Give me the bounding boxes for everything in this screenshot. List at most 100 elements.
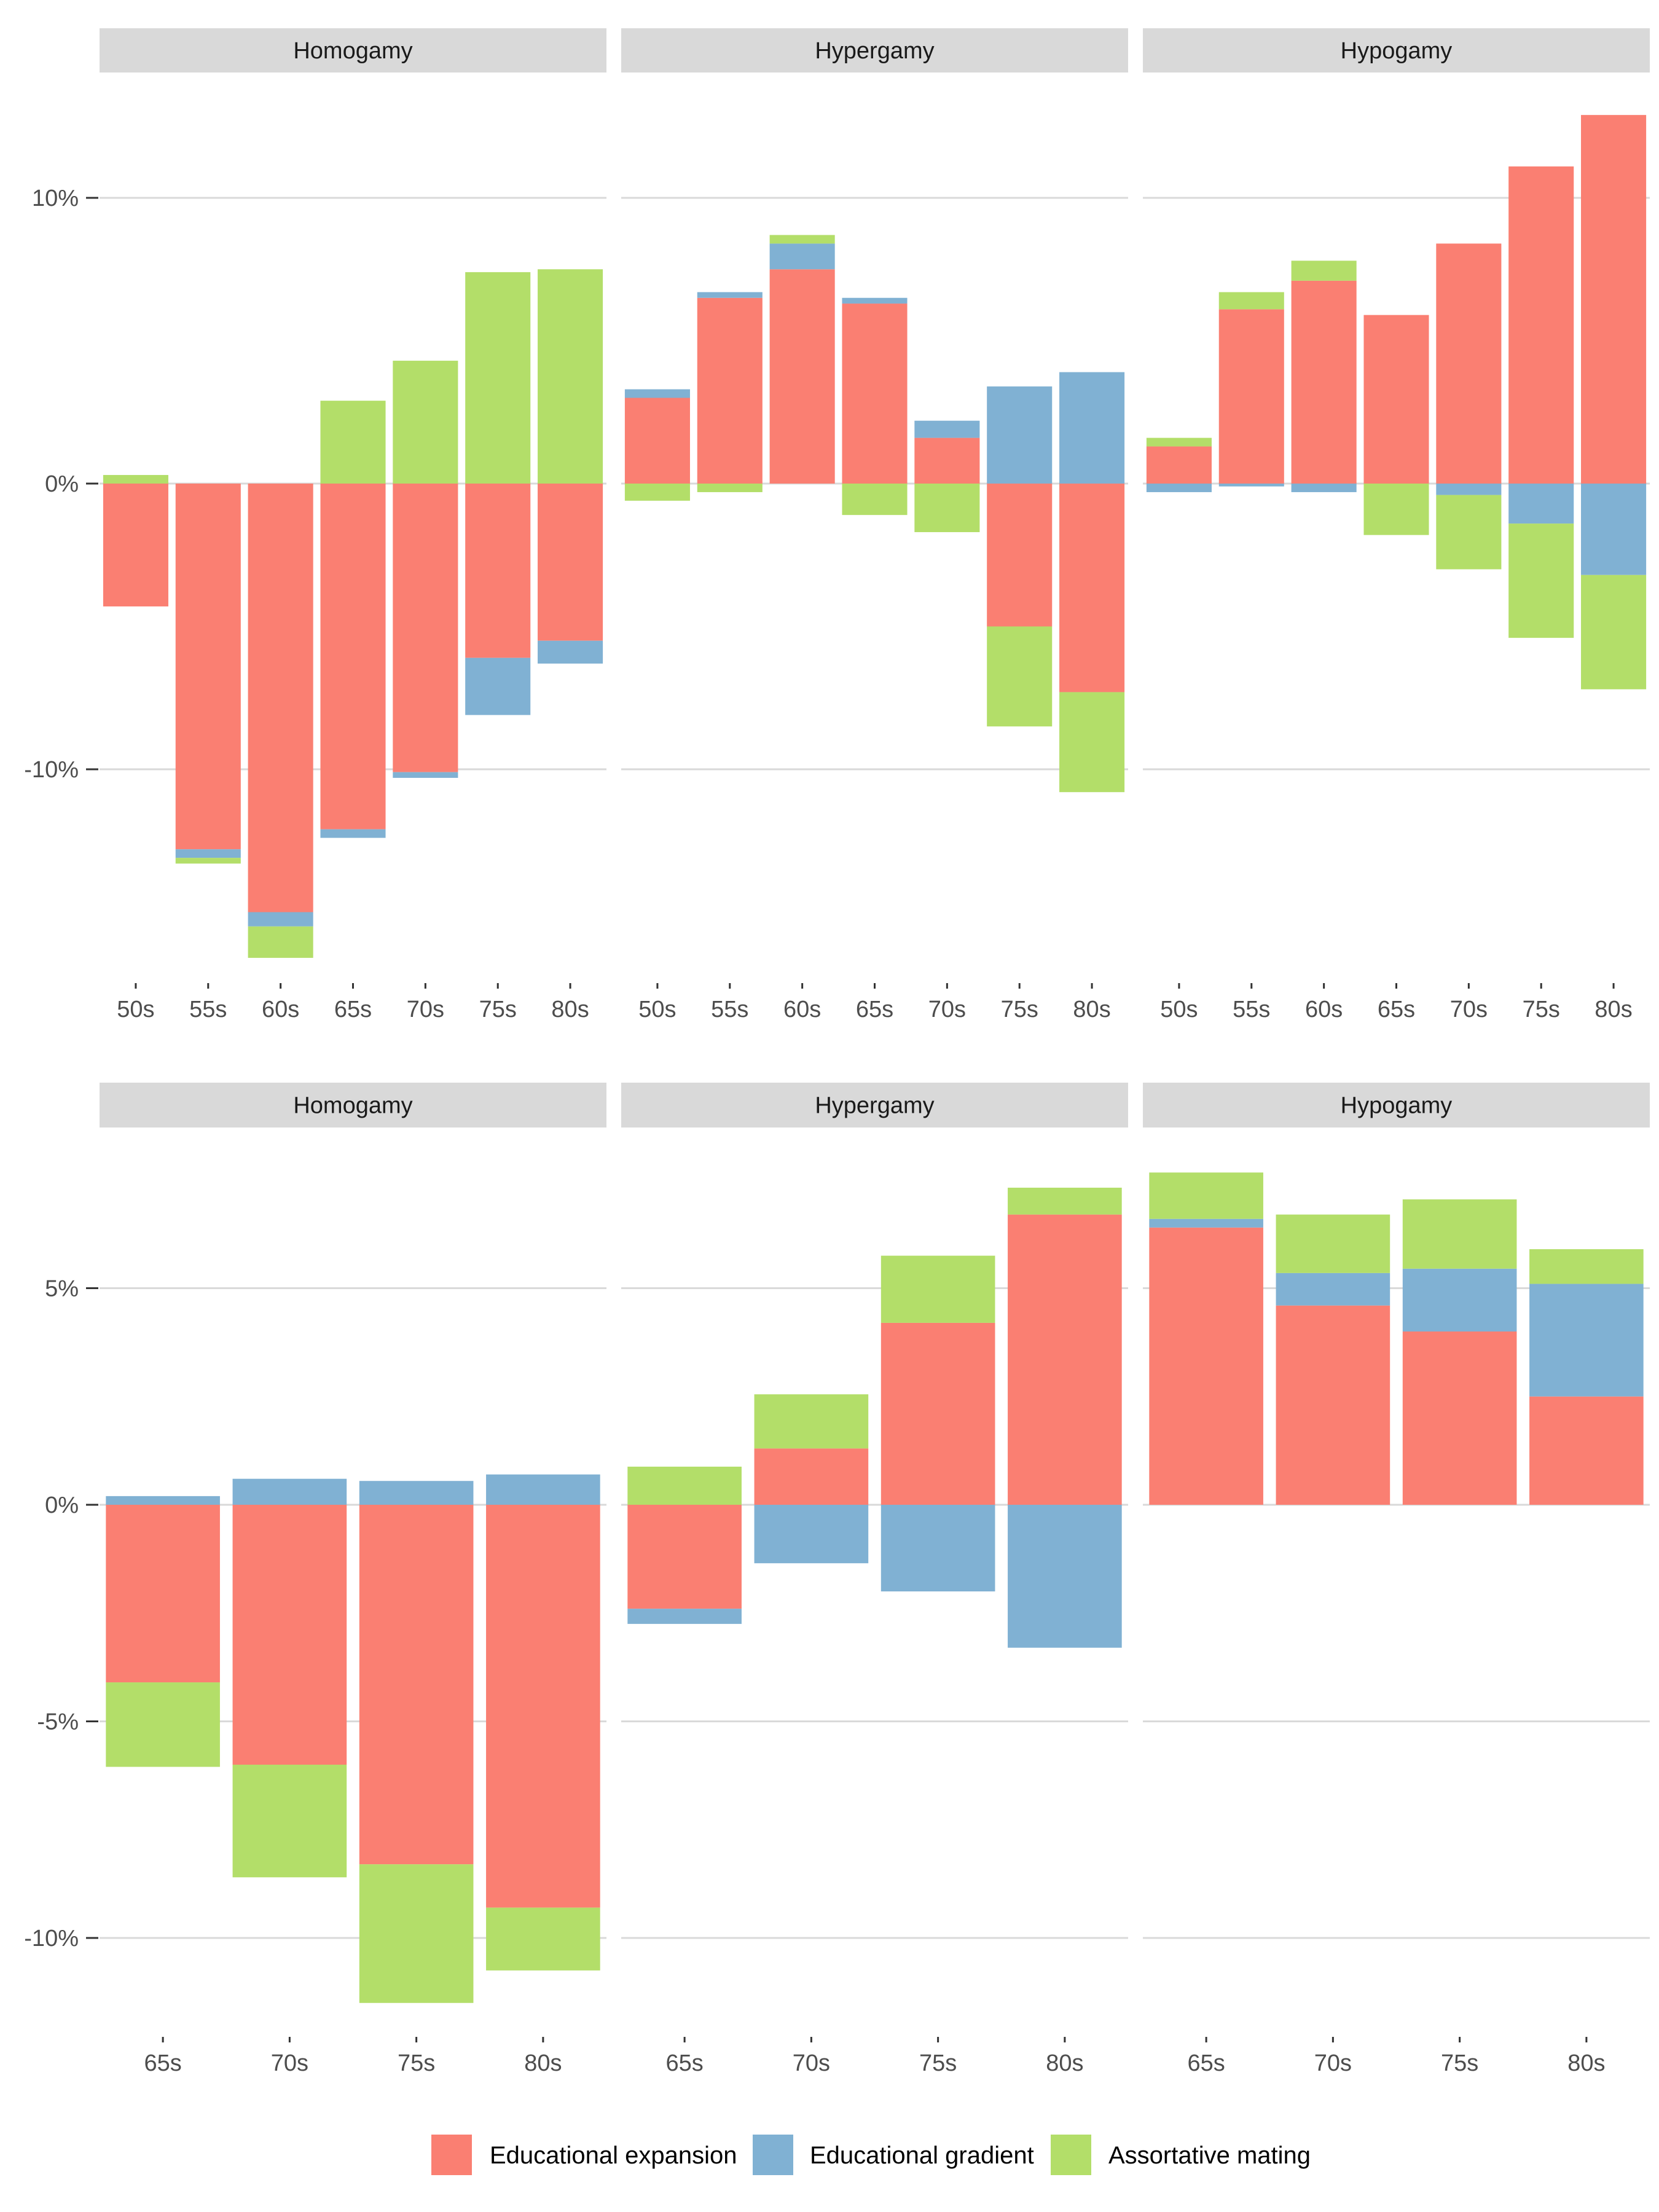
x-tick-label: 55s — [1233, 997, 1270, 1022]
x-tick-label: 60s — [783, 997, 821, 1022]
bar-educational-expansion-80s — [486, 1505, 600, 1908]
x-tick-label: 70s — [793, 2050, 830, 2076]
bar-assortative-mating-80s — [1008, 1187, 1122, 1215]
bar-educational-gradient-55s — [1218, 484, 1284, 487]
bar-assortative-mating-50s — [1146, 437, 1212, 447]
bar-educational-expansion-70s — [1276, 1305, 1390, 1505]
bar-assortative-mating-65s — [320, 401, 386, 484]
y-tick-label: 5% — [45, 1276, 79, 1302]
legend-swatch — [1051, 2135, 1091, 2175]
x-tick-label: 65s — [1378, 997, 1415, 1022]
facet-strip — [100, 28, 606, 73]
bar-educational-expansion-65s — [1363, 315, 1429, 484]
bar-educational-gradient-70s — [232, 1478, 347, 1505]
bar-assortative-mating-65s — [1149, 1172, 1263, 1219]
x-tick-label: 70s — [271, 2050, 308, 2076]
x-tick-label: 70s — [1314, 2050, 1352, 2076]
bar-educational-gradient-65s — [842, 297, 908, 304]
x-tick-label: 65s — [856, 997, 893, 1022]
bar-educational-gradient-75s — [1508, 484, 1574, 524]
x-tick-label: 75s — [1441, 2050, 1478, 2076]
bar-assortative-mating-55s — [175, 858, 241, 864]
x-tick-label: 65s — [665, 2050, 703, 2076]
x-tick-label: 80s — [1594, 997, 1632, 1022]
bar-educational-gradient-80s — [486, 1474, 600, 1505]
x-tick-label: 75s — [479, 997, 517, 1022]
bar-educational-expansion-65s — [106, 1505, 220, 1683]
bar-educational-gradient-75s — [987, 386, 1053, 484]
bar-assortative-mating-65s — [842, 484, 908, 516]
x-tick-label: 80s — [1567, 2050, 1605, 2076]
legend-label: Educational expansion — [490, 2142, 737, 2169]
legend-swatch — [431, 2135, 472, 2175]
bar-assortative-mating-70s — [232, 1765, 347, 1878]
bar-educational-expansion-80s — [1581, 115, 1647, 484]
bar-educational-expansion-75s — [880, 1322, 995, 1505]
bar-educational-gradient-70s — [914, 420, 980, 438]
x-tick-label: 50s — [638, 997, 676, 1022]
bar-educational-gradient-70s — [1436, 484, 1502, 495]
facet-strip — [1143, 1083, 1650, 1128]
bar-assortative-mating-65s — [1363, 484, 1429, 535]
bar-educational-gradient-80s — [1529, 1284, 1644, 1397]
bar-assortative-mating-80s — [1529, 1249, 1644, 1284]
bar-educational-expansion-50s — [1146, 446, 1212, 484]
x-tick-label: 50s — [117, 997, 154, 1022]
x-tick-label: 75s — [1001, 997, 1038, 1022]
legend: Educational expansion Educational gradien… — [431, 2135, 1311, 2175]
panel-hypogamy: Hypogamy 65s 70s 75s 80s — [1143, 1083, 1650, 2076]
bar-assortative-mating-60s — [769, 235, 835, 244]
bar-educational-expansion-75s — [987, 484, 1053, 627]
bar-assortative-mating-65s — [106, 1682, 220, 1767]
facet-strip-label: Homogamy — [293, 38, 412, 64]
bar-educational-expansion-55s — [175, 484, 241, 850]
panel-hypergamy: Hypergamy 65s 70s 75s 80s — [621, 1083, 1128, 2076]
facet-strip — [100, 1083, 606, 1128]
legend-swatch — [753, 2135, 793, 2175]
facet-strip-label: Homogamy — [293, 1093, 412, 1119]
legend-item-educational-gradient: Educational gradient — [753, 2135, 1034, 2175]
facet-strip — [621, 1083, 1128, 1128]
bar-assortative-mating-55s — [697, 484, 763, 492]
bar-educational-expansion-75s — [1508, 166, 1574, 484]
legend-label: Assortative mating — [1108, 2142, 1311, 2169]
bar-assortative-mating-75s — [1508, 524, 1574, 638]
x-tick-label: 65s — [334, 997, 372, 1022]
bar-assortative-mating-80s — [1581, 575, 1647, 689]
y-tick-label: 10% — [32, 186, 79, 211]
bar-educational-gradient-60s — [769, 243, 835, 270]
bar-educational-gradient-75s — [1402, 1268, 1517, 1332]
bar-educational-expansion-60s — [769, 269, 835, 484]
bar-educational-expansion-75s — [1402, 1332, 1517, 1505]
bar-assortative-mating-50s — [103, 475, 168, 484]
x-tick-label: 75s — [1523, 997, 1560, 1022]
x-tick-label: 55s — [189, 997, 227, 1022]
y-tick-label: 0% — [45, 471, 79, 497]
bar-educational-expansion-80s — [538, 484, 603, 641]
panel-hypogamy: Hypogamy 50s 55s 60s 65s 70s 75s 80s — [1143, 28, 1650, 1022]
bar-assortative-mating-70s — [914, 484, 980, 533]
legend-item-educational-expansion: Educational expansion — [431, 2135, 737, 2175]
bar-educational-expansion-80s — [1529, 1396, 1644, 1505]
y-tick-label: 0% — [45, 1492, 79, 1518]
facet-strip-label: Hypergamy — [815, 1093, 934, 1119]
bar-educational-expansion-50s — [103, 484, 168, 606]
bar-assortative-mating-65s — [627, 1466, 742, 1505]
bar-educational-expansion-80s — [1059, 484, 1125, 692]
bar-educational-gradient-80s — [538, 640, 603, 664]
bar-educational-gradient-60s — [248, 912, 313, 927]
bar-assortative-mating-70s — [1276, 1214, 1390, 1273]
x-tick-label: 50s — [1160, 997, 1198, 1022]
bar-assortative-mating-70s — [1436, 495, 1502, 570]
bar-educational-expansion-70s — [1436, 243, 1502, 484]
x-tick-label: 75s — [919, 2050, 957, 2076]
bar-assortative-mating-75s — [1402, 1199, 1517, 1269]
bar-educational-expansion-60s — [248, 484, 313, 912]
bar-educational-expansion-65s — [842, 304, 908, 484]
bar-assortative-mating-75s — [359, 1864, 474, 2003]
bar-educational-gradient-50s — [624, 389, 690, 398]
bar-assortative-mating-60s — [248, 926, 313, 958]
bar-assortative-mating-55s — [1218, 292, 1284, 310]
bar-educational-expansion-80s — [1008, 1214, 1122, 1505]
